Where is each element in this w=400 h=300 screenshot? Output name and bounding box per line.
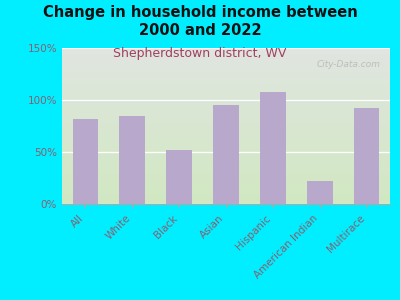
Text: Change in household income between
2000 and 2022: Change in household income between 2000 … <box>43 4 357 38</box>
Bar <box>307 181 332 204</box>
Text: City-Data.com: City-Data.com <box>316 61 380 70</box>
Bar <box>72 119 98 204</box>
Text: Shepherdstown district, WV: Shepherdstown district, WV <box>113 46 287 59</box>
Bar <box>354 108 380 204</box>
Bar <box>166 150 192 204</box>
Bar <box>260 92 286 204</box>
Bar <box>213 105 239 204</box>
Bar <box>120 116 145 204</box>
